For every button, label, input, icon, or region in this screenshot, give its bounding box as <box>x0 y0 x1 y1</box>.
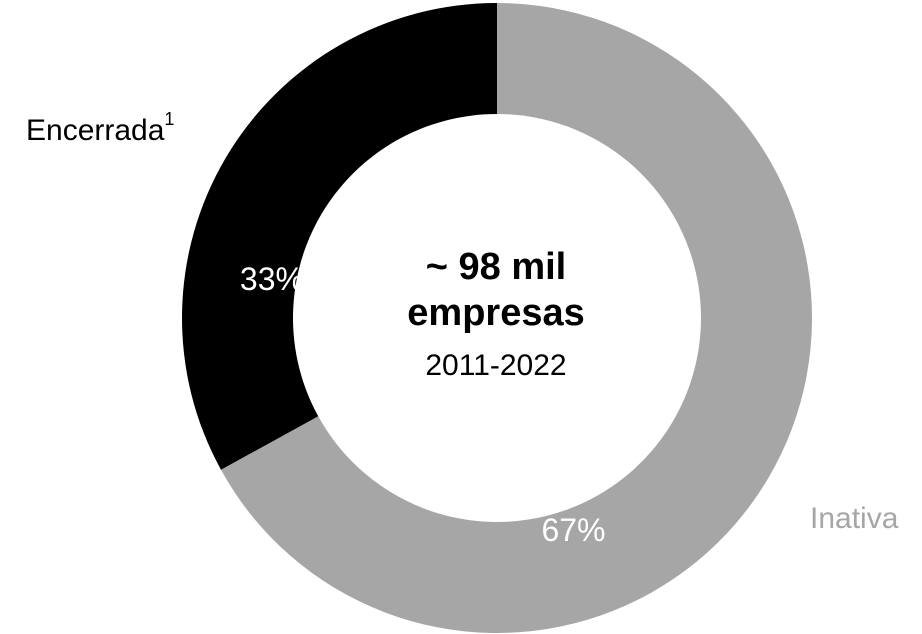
percent-label-inativa: 67% <box>541 512 605 548</box>
slices-group <box>181 3 813 633</box>
legend-label-encerrada-text: Encerrada <box>26 114 165 147</box>
legend-label-encerrada: Encerrada1 <box>26 110 174 147</box>
slice-encerrada <box>181 3 497 470</box>
percent-label-encerrada: 33% <box>240 261 304 297</box>
center-title-line1: ~ 98 mil <box>425 246 567 288</box>
legend-label-inativa-text: Inativa <box>810 502 899 535</box>
footnote-marker: 1 <box>164 109 175 129</box>
legend-label-inativa: Inativa <box>810 504 898 534</box>
center-text: ~ 98 mil empresas 2011-2022 <box>346 244 646 384</box>
slice-inativa <box>220 3 813 633</box>
center-subtitle: 2011-2022 <box>425 349 567 382</box>
center-title-line2: empresas <box>407 292 585 334</box>
center-title: ~ 98 mil empresas <box>346 244 646 336</box>
percent-labels-group: 67% 33% <box>240 261 606 548</box>
